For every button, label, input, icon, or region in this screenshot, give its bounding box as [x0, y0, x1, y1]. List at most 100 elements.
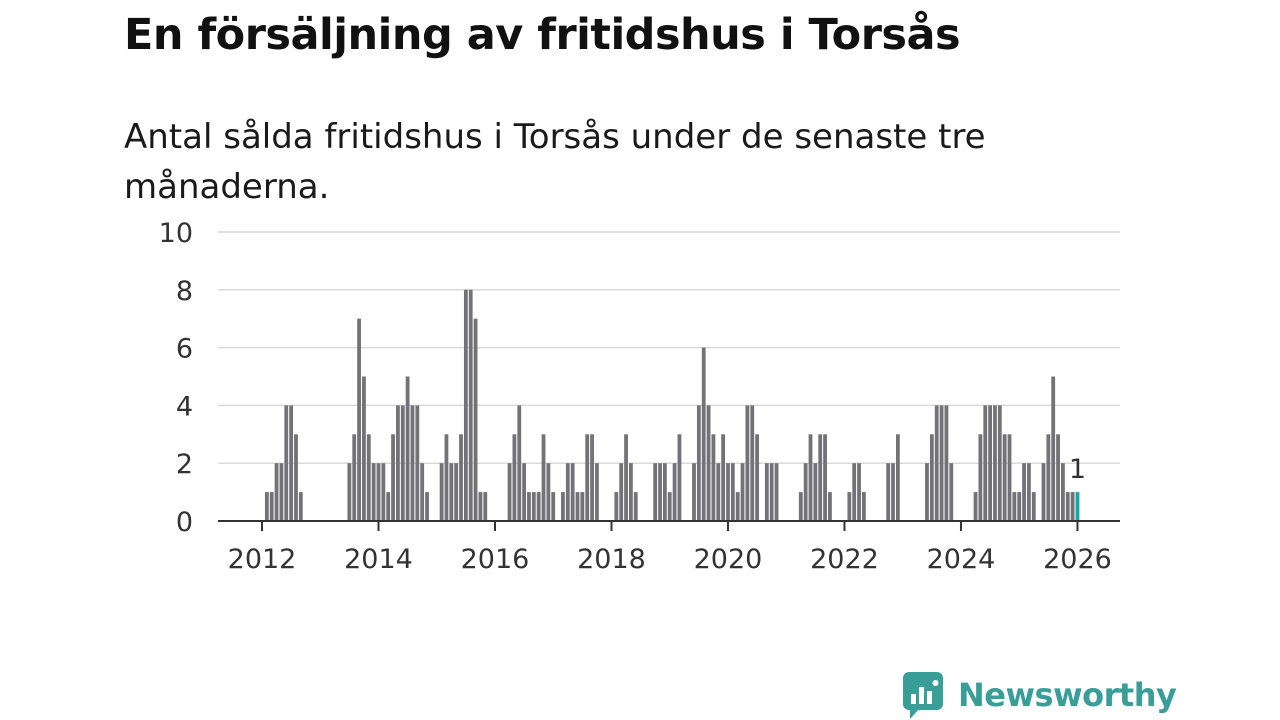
bar [1022, 463, 1026, 521]
bar [400, 405, 405, 521]
bar [944, 405, 949, 521]
bar [531, 492, 536, 521]
bar [614, 492, 619, 521]
bar [808, 434, 813, 521]
bar [701, 347, 706, 521]
bar [721, 434, 726, 521]
bar [828, 492, 832, 521]
bar [891, 463, 895, 521]
bar [565, 463, 570, 521]
bar [1061, 463, 1065, 521]
bar [512, 434, 517, 521]
bar [696, 405, 701, 521]
bar [993, 405, 997, 521]
bar [371, 463, 376, 521]
bar [449, 463, 454, 521]
bar [352, 434, 357, 521]
bar [813, 463, 818, 521]
bar [764, 463, 769, 521]
bar [983, 405, 988, 521]
bar [269, 492, 274, 521]
bar [1017, 492, 1022, 521]
bar [546, 463, 551, 521]
bar [672, 463, 677, 521]
x-tick-label: 2026 [1043, 544, 1112, 575]
bar [459, 434, 463, 521]
bar [1041, 463, 1046, 521]
bar [580, 492, 585, 521]
bar [667, 492, 672, 521]
bar [527, 492, 531, 521]
bar [823, 434, 827, 521]
bar [473, 318, 478, 521]
bar [973, 492, 978, 521]
bar [551, 492, 556, 521]
bar [590, 434, 594, 521]
bar [595, 463, 599, 521]
bar [1002, 434, 1007, 521]
bar [740, 463, 745, 521]
bar [978, 434, 983, 521]
bar [662, 463, 667, 521]
bar [726, 463, 730, 521]
x-tick-label: 2014 [344, 544, 413, 575]
bar [391, 434, 395, 521]
bar [536, 492, 541, 521]
bar [425, 492, 429, 521]
bar [852, 463, 857, 521]
bar [468, 289, 473, 521]
bar [1027, 463, 1031, 521]
bar [619, 463, 624, 521]
bar [949, 463, 954, 521]
y-tick-label: 6 [176, 334, 193, 365]
bar [658, 463, 662, 521]
bar [886, 463, 891, 521]
bar [396, 405, 400, 521]
bar [692, 463, 696, 521]
bar-highlighted [1075, 492, 1080, 521]
bar [289, 405, 294, 521]
bar [517, 405, 522, 521]
y-tick-label: 10 [159, 218, 193, 249]
bar [522, 463, 527, 521]
bar [857, 463, 861, 521]
bar [711, 434, 716, 521]
newsworthy-logo: Newsworthy [902, 670, 1177, 720]
y-tick-label: 8 [176, 276, 193, 307]
bar [769, 463, 774, 521]
bar [279, 463, 284, 521]
bar [735, 492, 740, 521]
bar [376, 463, 381, 521]
bar [1007, 434, 1012, 521]
bar [463, 289, 468, 521]
bar [677, 434, 682, 521]
bar [939, 405, 944, 521]
bar [570, 463, 575, 521]
bar [415, 405, 420, 521]
bar [1051, 376, 1056, 521]
bar [454, 463, 459, 521]
bar [444, 434, 449, 521]
bar [934, 405, 939, 521]
bar [478, 492, 483, 521]
highlight-data-label: 1 [1069, 454, 1086, 485]
bar [1046, 434, 1051, 521]
bar [861, 492, 866, 521]
bar [798, 492, 803, 521]
x-tick-label: 2020 [694, 544, 763, 575]
bar [386, 492, 391, 521]
bar [507, 463, 512, 521]
bar [629, 463, 633, 521]
y-tick-label: 2 [176, 449, 193, 480]
bar [988, 405, 992, 521]
chart-title: En försäljning av fritidshus i Torsås [124, 10, 961, 60]
bar [847, 492, 852, 521]
bar [774, 463, 779, 521]
bar [1065, 492, 1070, 521]
bar [925, 463, 929, 521]
bar [264, 492, 269, 521]
bar [997, 405, 1002, 521]
bar [1056, 434, 1060, 521]
newsworthy-logo-icon [903, 672, 943, 719]
